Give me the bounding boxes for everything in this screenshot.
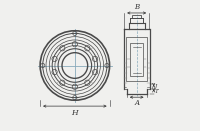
Text: J: J	[155, 84, 157, 89]
Bar	[130, 43, 143, 76]
Text: B: B	[134, 3, 139, 11]
Bar	[126, 37, 147, 81]
Text: T: T	[155, 89, 159, 94]
Bar	[132, 15, 141, 18]
Text: H: H	[72, 109, 78, 117]
Text: A: A	[134, 99, 139, 107]
